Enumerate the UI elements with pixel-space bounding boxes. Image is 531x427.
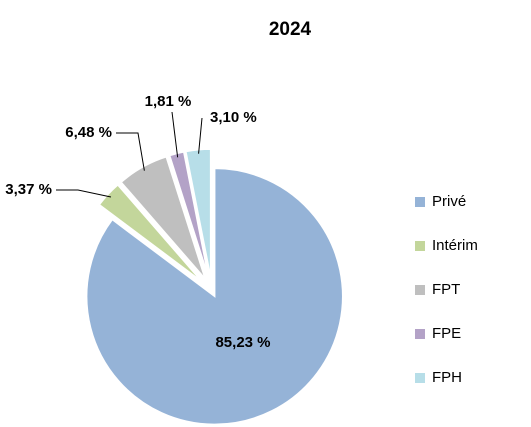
value-label: 85,23 %: [215, 334, 270, 351]
legend-swatch: [415, 285, 425, 295]
legend-label: FPT: [432, 281, 460, 298]
leader-line: [56, 189, 112, 198]
value-label: 1,81 %: [145, 93, 192, 110]
pie-slice: [120, 155, 206, 280]
legend-label: Privé: [432, 193, 466, 210]
value-label: 6,48 %: [65, 124, 112, 141]
leader-line: [116, 132, 145, 171]
legend-swatch: [415, 241, 425, 251]
leader-line: [198, 117, 203, 154]
legend-label: Intérim: [432, 237, 478, 254]
legend-swatch: [415, 329, 425, 339]
pie-slice: [184, 148, 212, 278]
pie-slice: [168, 150, 210, 278]
leader-line: [171, 111, 179, 158]
legend-swatch: [415, 373, 425, 383]
legend-label: FPH: [432, 369, 462, 386]
value-label: 3,37 %: [5, 181, 52, 198]
value-label: 3,10 %: [210, 109, 257, 126]
legend-label: FPE: [432, 325, 461, 342]
legend-swatch: [415, 197, 425, 207]
chart-title: 2024: [269, 19, 312, 40]
pie-slice: [85, 167, 344, 426]
pie-slice: [98, 183, 203, 283]
